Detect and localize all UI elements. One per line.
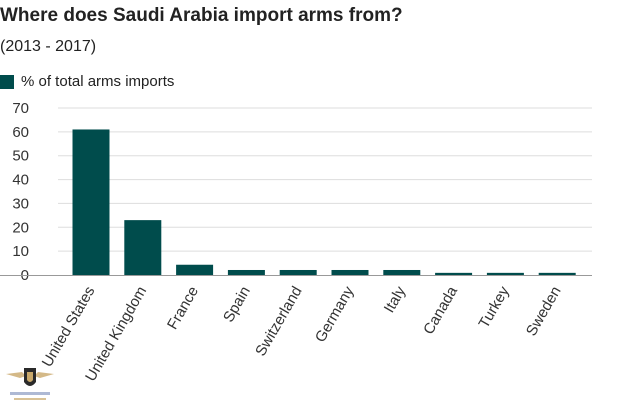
y-tick-label: 40 — [12, 172, 29, 189]
bar — [331, 269, 369, 275]
x-category-label: Switzerland — [252, 284, 305, 360]
x-category-label: Germany — [312, 283, 358, 345]
x-category-label: United States — [39, 284, 99, 370]
chart-subtitle: (2013 - 2017) — [0, 38, 97, 55]
x-category-label: Canada — [420, 283, 461, 338]
x-category-label: Italy — [381, 283, 410, 316]
grid-lines — [58, 107, 592, 252]
bar — [176, 264, 214, 275]
chart-title: Where does Saudi Arabia import arms from… — [0, 5, 403, 26]
x-category-label: France — [164, 284, 202, 333]
bar — [486, 272, 524, 275]
legend-swatch — [0, 74, 14, 89]
bar — [538, 272, 576, 275]
y-tick-label: 30 — [12, 195, 29, 212]
y-tick-label: 70 — [12, 100, 29, 117]
x-category-label: Sweden — [523, 284, 565, 339]
x-category-label: Turkey — [475, 283, 513, 331]
legend-label: % of total arms imports — [21, 73, 175, 90]
y-tick-label: 20 — [12, 219, 29, 236]
bar — [72, 129, 110, 275]
x-category-label: Spain — [220, 284, 254, 326]
bars — [72, 129, 576, 275]
bar — [279, 269, 317, 275]
watermark-emblem — [6, 368, 54, 400]
bar — [124, 220, 162, 275]
y-tick-label: 50 — [12, 148, 29, 165]
legend: % of total arms imports — [0, 73, 174, 90]
bar — [227, 269, 265, 275]
bar — [435, 272, 473, 275]
bar — [383, 269, 421, 275]
y-tick-label: 10 — [12, 243, 29, 260]
y-tick-label: 60 — [12, 124, 29, 141]
